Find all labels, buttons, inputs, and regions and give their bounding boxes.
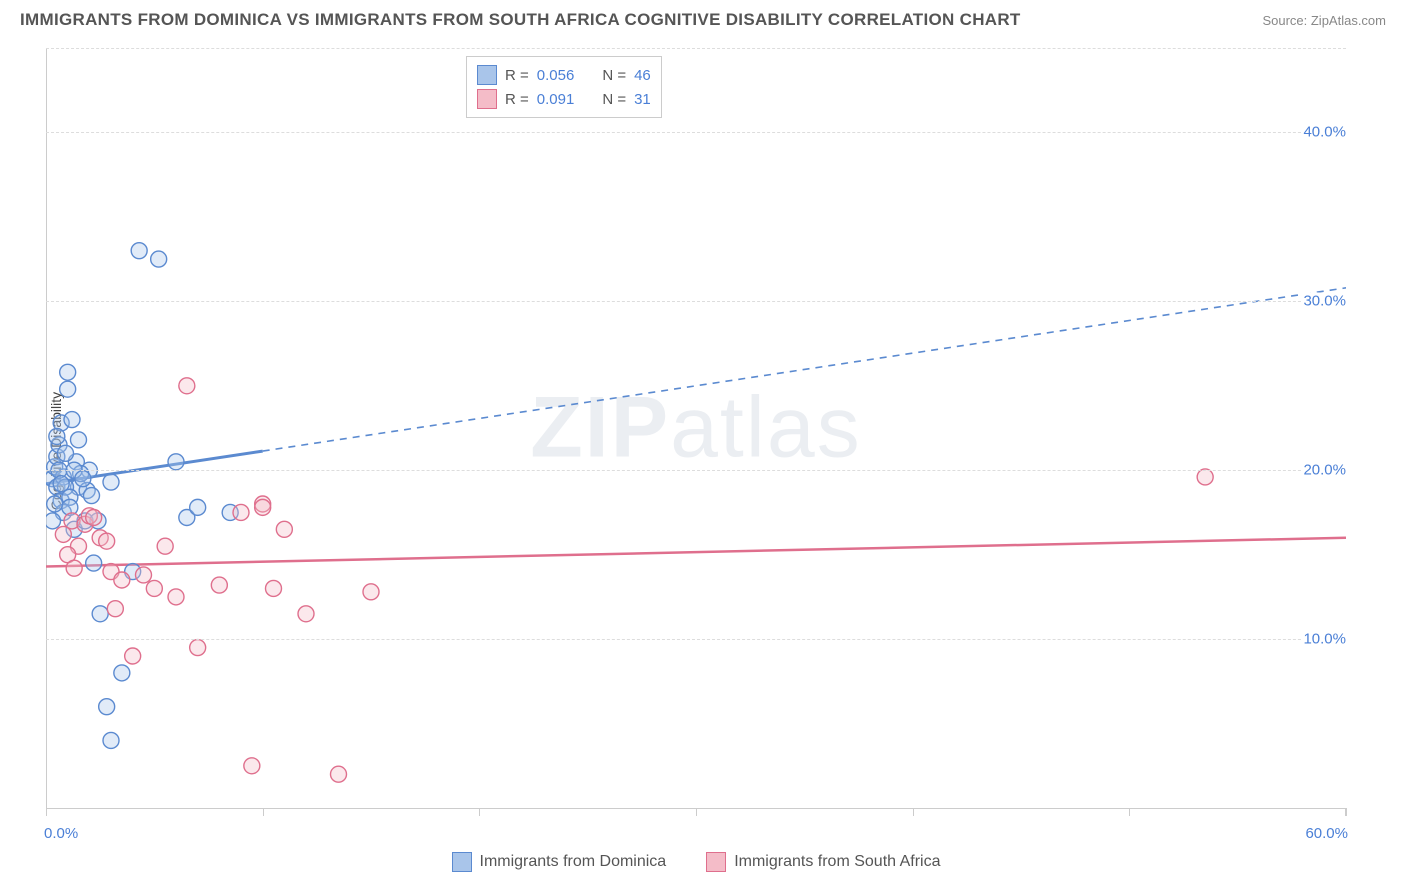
x-tick-label: 60.0% — [1305, 825, 1348, 842]
n-label: N = — [602, 67, 626, 84]
data-point — [64, 412, 80, 428]
x-tick — [696, 808, 697, 816]
data-point — [99, 533, 115, 549]
data-point — [60, 381, 76, 397]
data-point — [157, 538, 173, 554]
data-point — [1197, 469, 1213, 485]
stats-legend-row: R = 0.091 N = 31 — [477, 87, 651, 111]
y-tick-label: 20.0% — [1301, 462, 1348, 479]
data-point — [244, 758, 260, 774]
x-tick — [263, 808, 264, 816]
data-point — [58, 445, 74, 461]
series-legend: Immigrants from Dominica Immigrants from … — [46, 852, 1346, 872]
data-point — [46, 513, 61, 529]
legend-swatch — [706, 852, 726, 872]
data-point — [190, 640, 206, 656]
trend-line-dashed — [263, 288, 1346, 451]
data-point — [298, 606, 314, 622]
r-label: R = — [505, 67, 529, 84]
stats-legend: R = 0.056 N = 46 R = 0.091 N = 31 — [466, 56, 662, 118]
source-label: Source: — [1262, 13, 1310, 28]
gridline — [46, 639, 1346, 640]
source-citation: Source: ZipAtlas.com — [1262, 13, 1386, 28]
data-point — [276, 521, 292, 537]
data-point — [114, 572, 130, 588]
legend-label: Immigrants from Dominica — [480, 853, 667, 871]
gridline — [46, 132, 1346, 133]
data-point — [114, 665, 130, 681]
chart-title: IMMIGRANTS FROM DOMINICA VS IMMIGRANTS F… — [20, 10, 1021, 30]
y-tick-label: 30.0% — [1301, 293, 1348, 310]
data-point — [233, 504, 249, 520]
r-label: R = — [505, 91, 529, 108]
gridline — [46, 48, 1346, 49]
gridline — [46, 301, 1346, 302]
data-point — [99, 699, 115, 715]
data-point — [92, 606, 108, 622]
data-point — [179, 378, 195, 394]
legend-swatch — [452, 852, 472, 872]
x-tick — [1346, 808, 1347, 816]
x-tick — [479, 808, 480, 816]
data-point — [84, 488, 100, 504]
legend-swatch — [477, 89, 497, 109]
x-tick — [1129, 808, 1130, 816]
legend-item: Immigrants from Dominica — [452, 852, 667, 872]
legend-item: Immigrants from South Africa — [706, 852, 940, 872]
data-point — [131, 243, 147, 259]
plot-area: ZIPatlas R =0.056N =46R =0.091N =31 10.0… — [46, 48, 1346, 809]
data-point — [49, 428, 65, 444]
data-point — [146, 580, 162, 596]
data-point — [103, 474, 119, 490]
legend-swatch — [477, 65, 497, 85]
data-point — [53, 476, 69, 492]
data-point — [66, 560, 82, 576]
data-point — [60, 364, 76, 380]
y-tick-label: 40.0% — [1301, 124, 1348, 141]
r-value: 0.091 — [537, 91, 575, 108]
stats-legend-row: R = 0.056 N = 46 — [477, 63, 651, 87]
legend-label: Immigrants from South Africa — [734, 853, 940, 871]
source-value: ZipAtlas.com — [1311, 13, 1386, 28]
r-value: 0.056 — [537, 67, 575, 84]
data-point — [266, 580, 282, 596]
data-point — [125, 648, 141, 664]
x-tick — [913, 808, 914, 816]
data-point — [103, 732, 119, 748]
data-point — [107, 601, 123, 617]
n-label: N = — [602, 91, 626, 108]
data-point — [151, 251, 167, 267]
data-point — [75, 471, 91, 487]
n-value: 46 — [634, 67, 651, 84]
data-point — [190, 499, 206, 515]
data-point — [168, 589, 184, 605]
x-tick — [46, 808, 47, 816]
data-point — [47, 496, 63, 512]
x-tick-label: 0.0% — [44, 825, 78, 842]
data-point — [363, 584, 379, 600]
data-point — [255, 499, 271, 515]
data-point — [211, 577, 227, 593]
data-point — [86, 510, 102, 526]
data-point — [168, 454, 184, 470]
data-point — [136, 567, 152, 583]
gridline — [46, 470, 1346, 471]
plot-svg — [46, 48, 1346, 808]
data-point — [86, 555, 102, 571]
data-point — [331, 766, 347, 782]
scatter-chart: Cognitive Disability ZIPatlas R =0.056N … — [46, 48, 1386, 838]
y-tick-label: 10.0% — [1301, 631, 1348, 648]
n-value: 31 — [634, 91, 651, 108]
trend-line — [46, 538, 1346, 567]
data-point — [71, 432, 87, 448]
